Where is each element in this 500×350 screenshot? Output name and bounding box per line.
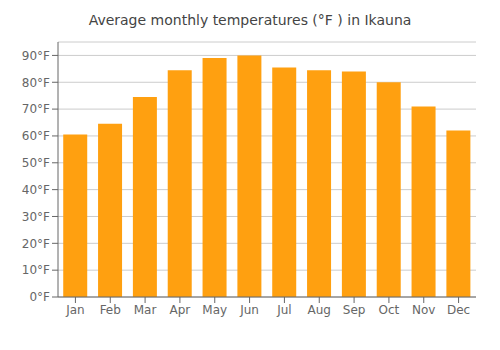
svg-text:Mar: Mar [134, 303, 157, 317]
svg-text:20°F: 20°F [22, 237, 50, 251]
svg-text:Oct: Oct [379, 303, 400, 317]
svg-text:90°F: 90°F [22, 49, 50, 63]
svg-text:Nov: Nov [412, 303, 435, 317]
svg-text:Sep: Sep [343, 303, 366, 317]
svg-text:10°F: 10°F [22, 263, 50, 277]
svg-text:0°F: 0°F [29, 290, 50, 304]
svg-text:Jun: Jun [239, 303, 259, 317]
svg-text:30°F: 30°F [22, 210, 50, 224]
svg-text:40°F: 40°F [22, 183, 50, 197]
svg-text:60°F: 60°F [22, 129, 50, 143]
svg-text:80°F: 80°F [22, 76, 50, 90]
svg-text:70°F: 70°F [22, 102, 50, 116]
svg-text:Jul: Jul [276, 303, 291, 317]
svg-text:50°F: 50°F [22, 156, 50, 170]
html-text:Average monthly temperatures (: Average monthly temperatures (°F ) in Ik… [88, 12, 412, 28]
svg-text:Aug: Aug [308, 303, 331, 317]
svg-text:Feb: Feb [100, 303, 121, 317]
svg-text:May: May [202, 303, 227, 317]
svg-text:Jan: Jan [65, 303, 85, 317]
svg-text:Dec: Dec [447, 303, 470, 317]
svg-text:Apr: Apr [170, 303, 191, 317]
